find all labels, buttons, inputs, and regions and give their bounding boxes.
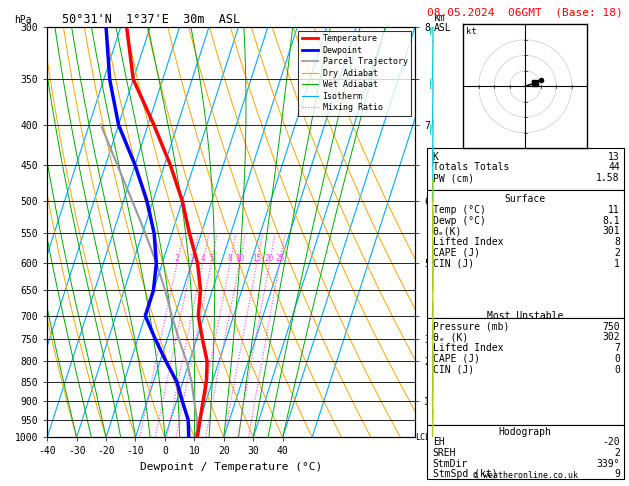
Text: Totals Totals: Totals Totals [433,162,509,173]
Text: km: km [433,13,445,22]
Text: 0: 0 [614,364,620,375]
Text: Dewp (°C): Dewp (°C) [433,216,486,226]
Text: ASL: ASL [433,23,451,33]
Text: CAPE (J): CAPE (J) [433,248,480,258]
Text: 50°31'N  1°37'E  30m  ASL: 50°31'N 1°37'E 30m ASL [62,13,240,26]
Text: 2: 2 [614,448,620,458]
Text: 8: 8 [614,237,620,247]
Text: CIN (J): CIN (J) [433,259,474,269]
Text: 339°: 339° [596,459,620,469]
Text: 15: 15 [252,254,262,263]
Text: CIN (J): CIN (J) [433,364,474,375]
Text: 8: 8 [228,254,233,263]
Text: Most Unstable: Most Unstable [487,311,564,321]
Text: Temp (°C): Temp (°C) [433,205,486,215]
Text: PW (cm): PW (cm) [433,173,474,183]
Text: 302: 302 [602,332,620,343]
Text: 3: 3 [189,254,194,263]
Text: 9: 9 [614,469,620,480]
Text: Lifted Index: Lifted Index [433,343,503,353]
Text: 2: 2 [614,248,620,258]
Text: θₑ (K): θₑ (K) [433,332,468,343]
Text: 44: 44 [608,162,620,173]
Text: SREH: SREH [433,448,456,458]
Text: 25: 25 [275,254,284,263]
Text: 4: 4 [201,254,205,263]
Text: 5: 5 [209,254,214,263]
Bar [426,190,624,318]
Text: 1.58: 1.58 [596,173,620,183]
X-axis label: Dewpoint / Temperature (°C): Dewpoint / Temperature (°C) [140,462,322,472]
Text: Pressure (mb): Pressure (mb) [433,322,509,332]
Text: 2: 2 [175,254,179,263]
Y-axis label: Mixing Ratio (g/kg): Mixing Ratio (g/kg) [435,181,444,283]
Text: θₑ(K): θₑ(K) [433,226,462,237]
Bar [426,148,624,190]
Text: EH: EH [433,437,444,448]
Text: Lifted Index: Lifted Index [433,237,503,247]
Text: LCL: LCL [415,433,430,442]
Text: -20: -20 [602,437,620,448]
Text: 10: 10 [235,254,244,263]
Text: CAPE (J): CAPE (J) [433,354,480,364]
Text: 301: 301 [602,226,620,237]
Text: 20: 20 [265,254,274,263]
Text: 0: 0 [614,354,620,364]
Text: kt: kt [466,27,477,35]
Text: 750: 750 [602,322,620,332]
Text: 1: 1 [614,259,620,269]
Text: Hodograph: Hodograph [499,427,552,437]
Text: 08.05.2024  06GMT  (Base: 18): 08.05.2024 06GMT (Base: 18) [427,7,623,17]
Text: StmSpd (kt): StmSpd (kt) [433,469,498,480]
Bar [426,318,624,425]
Bar [426,425,624,479]
Text: 13: 13 [608,152,620,162]
Text: © weatheronline.co.uk: © weatheronline.co.uk [473,471,577,480]
Text: Surface: Surface [504,194,546,205]
Text: 8.1: 8.1 [602,216,620,226]
Text: 11: 11 [608,205,620,215]
Text: 7: 7 [614,343,620,353]
Text: hPa: hPa [14,15,31,25]
Text: StmDir: StmDir [433,459,468,469]
Text: K: K [433,152,438,162]
Legend: Temperature, Dewpoint, Parcel Trajectory, Dry Adiabat, Wet Adiabat, Isotherm, Mi: Temperature, Dewpoint, Parcel Trajectory… [299,31,411,116]
